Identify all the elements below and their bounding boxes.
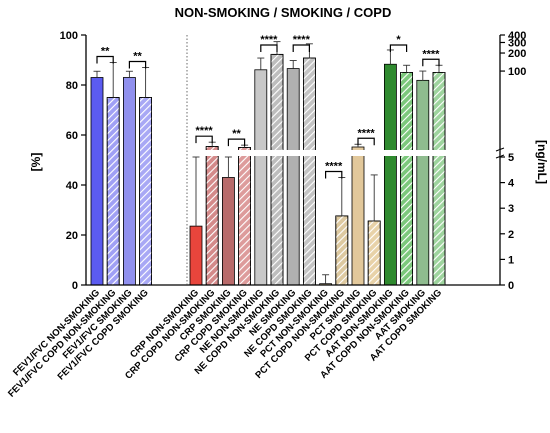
chart-title: NON-SMOKING / SMOKING / COPD <box>175 5 392 20</box>
bar <box>221 177 235 286</box>
significance-bracket <box>128 60 147 69</box>
right-tick-label: 3 <box>508 203 514 215</box>
bar-hatch <box>367 220 381 286</box>
significance-bracket <box>227 138 246 147</box>
left-tick-label: 20 <box>66 230 78 242</box>
bar-hatch <box>302 57 316 286</box>
bar-hatch <box>432 71 446 286</box>
bar <box>189 225 203 286</box>
significance-label: **** <box>358 127 376 139</box>
axis-break-band <box>189 150 501 156</box>
right-tick-label: 4 <box>508 178 515 190</box>
left-tick-label: 40 <box>66 180 78 192</box>
left-tick-label: 80 <box>66 80 78 92</box>
significance-label: **** <box>325 160 343 172</box>
right-tick-label: 200 <box>508 48 526 60</box>
significance-label: **** <box>196 125 214 137</box>
bar <box>254 69 268 286</box>
right-axis-label: [ng/mL] <box>535 140 549 184</box>
significance-bracket <box>260 44 278 52</box>
right-tick-label: 400 <box>508 30 526 42</box>
significance-bracket <box>422 58 440 67</box>
bar-hatch <box>238 147 252 286</box>
bar-hatch <box>139 97 153 286</box>
bar <box>351 146 365 286</box>
bar-hatch <box>106 97 120 286</box>
significance-bracket <box>292 44 310 52</box>
bar <box>416 79 430 286</box>
bar <box>90 77 104 286</box>
significance-bracket <box>195 135 213 144</box>
significance-label: * <box>396 34 401 46</box>
significance-bracket <box>325 170 343 179</box>
bar-hatch <box>270 53 284 286</box>
significance-group: ** ****** ****** ***************** <box>96 34 440 179</box>
right-tick-label: 1 <box>508 254 514 266</box>
left-y-axis: 0 20 40 60 80 100 <box>60 30 86 292</box>
bars-group <box>90 53 446 286</box>
right-tick-label: 5 <box>508 152 514 164</box>
left-tick-label: 60 <box>66 130 78 142</box>
significance-label: **** <box>293 34 311 46</box>
axes-lines-group <box>85 35 501 286</box>
right-tick-label: 300 <box>508 37 526 49</box>
right-tick-label: 2 <box>508 229 514 241</box>
bar <box>123 77 136 286</box>
significance-bracket <box>96 55 114 64</box>
right-tick-label: 100 <box>508 66 526 78</box>
significance-label: **** <box>260 34 278 46</box>
significance-label: ** <box>133 51 142 63</box>
bar <box>383 63 397 286</box>
right-tick-label: 0 <box>508 280 514 292</box>
left-axis-label: [%] <box>29 153 43 172</box>
left-tick-label: 0 <box>72 280 78 292</box>
bar-hatch <box>400 71 414 286</box>
significance-label: ** <box>232 128 241 140</box>
bar <box>286 68 300 286</box>
bar-hatch <box>335 215 349 286</box>
bar-hatch <box>205 146 219 286</box>
significance-label: ** <box>101 46 110 58</box>
significance-bracket <box>389 44 408 52</box>
significance-bracket <box>357 137 375 146</box>
left-tick-label: 100 <box>60 30 78 42</box>
significance-label: **** <box>422 48 440 60</box>
